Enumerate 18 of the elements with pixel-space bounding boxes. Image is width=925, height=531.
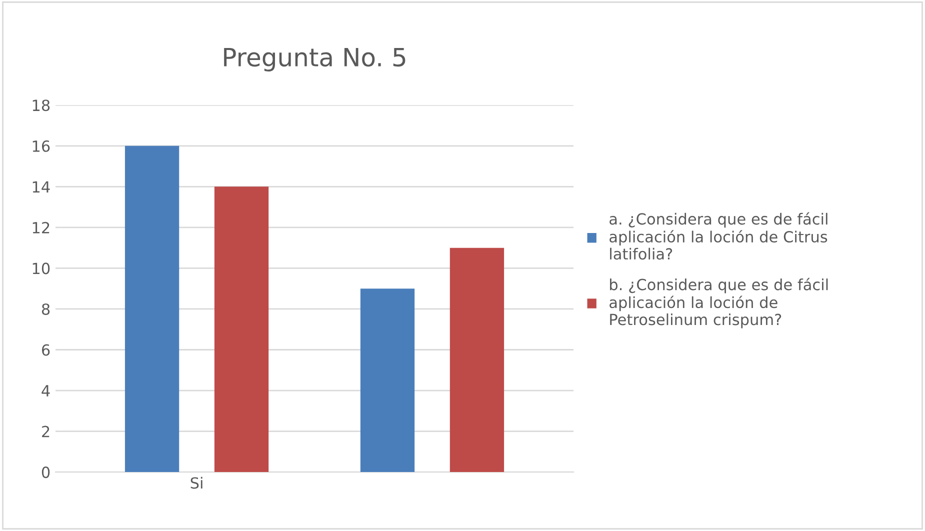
y-tick-label: 12	[32, 222, 50, 234]
bar	[124, 146, 180, 472]
y-tick-label: 18	[32, 100, 50, 112]
x-tick-label: Si	[190, 476, 202, 489]
y-tick-label: 2	[42, 426, 50, 438]
y-tick-label: 6	[42, 344, 50, 356]
legend-label: b. ¿Considera que es de fácil aplicación la loción de Petroselinum crispum?	[610, 278, 828, 328]
chart-title: Pregunta No. 5	[224, 48, 406, 72]
bar	[360, 288, 415, 472]
legend-label: a. ¿Considera que es de fácil aplicación la loción de Citrus latifolia?	[610, 212, 828, 260]
y-tick-label: 4	[42, 385, 50, 396]
y-tick-label: 0	[42, 466, 50, 478]
bar	[450, 248, 504, 472]
y-tick-label: 14	[32, 181, 50, 192]
y-tick-label: 16	[32, 140, 50, 152]
bar	[214, 186, 269, 472]
y-tick-label: 8	[42, 303, 50, 316]
y-tick-label: 10	[32, 262, 50, 274]
